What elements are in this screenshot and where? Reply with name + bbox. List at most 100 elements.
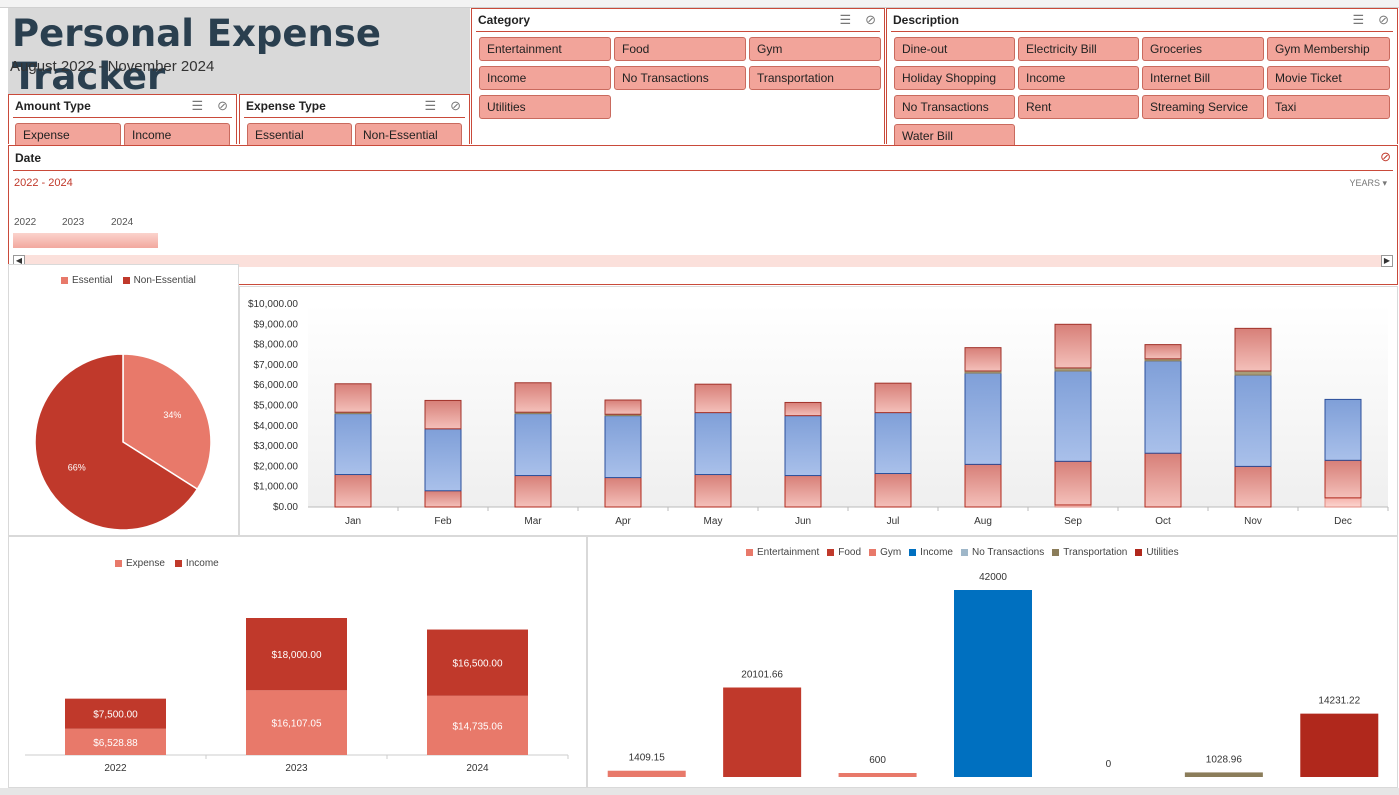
bar-segment	[1144, 344, 1182, 360]
slicer-item-essential[interactable]: Essential	[247, 123, 352, 147]
bar-segment	[964, 347, 1002, 372]
timeline-range: 2022 - 2024	[14, 177, 73, 189]
legend-swatch	[827, 549, 835, 556]
scroll-right-icon[interactable]: ▶	[1381, 255, 1393, 267]
legend-swatch	[960, 549, 968, 556]
slicer-item-food[interactable]: Food	[614, 37, 746, 61]
bar-segment	[514, 382, 552, 413]
slicer-category: Category ☰ ⊘ Entertainment Food Gym Inco…	[471, 8, 885, 144]
slicer-item-water-bill[interactable]: Water Bill	[894, 124, 1015, 148]
y-tick-label: $6,000.00	[254, 380, 299, 391]
slicer-item-transportation[interactable]: Transportation	[749, 66, 881, 90]
timeline-year-bar[interactable]	[61, 233, 111, 248]
bar-segment	[1054, 460, 1092, 506]
x-tick-label: 2023	[285, 763, 308, 774]
bar-data-label: $16,500.00	[452, 659, 502, 670]
slicer-item-holiday-shopping[interactable]: Holiday Shopping	[894, 66, 1015, 90]
bar-data-label: 1409.15	[629, 753, 666, 764]
legend-item: Transportation	[1052, 547, 1127, 558]
clear-filter-icon[interactable]: ⊘	[865, 12, 876, 27]
bar-segment	[514, 413, 552, 477]
clear-filter-icon[interactable]: ⊘	[450, 98, 461, 113]
slicer-item-no-transactions[interactable]: No Transactions	[894, 95, 1015, 119]
monthly-chart-panel: $0.00 $1,000.00 $2,000.00 $3,000.00 $4,000.0…	[239, 286, 1398, 536]
slicer-item-groceries[interactable]: Groceries	[1142, 37, 1264, 61]
slicer-item-expense[interactable]: Expense	[15, 123, 121, 147]
y-tick-label: $10,000.00	[248, 299, 298, 310]
multi-select-icon[interactable]: ☰	[1352, 12, 1365, 27]
slicer-item-dine-out[interactable]: Dine-out	[894, 37, 1015, 61]
bar-segment	[874, 473, 912, 508]
legend-swatch	[174, 560, 182, 567]
bar-segment	[784, 415, 822, 477]
slicer-item-utilities[interactable]: Utilities	[479, 95, 611, 119]
slicer-item-internet-bill[interactable]: Internet Bill	[1142, 66, 1264, 90]
clear-filter-icon[interactable]: ⊘	[1378, 12, 1389, 27]
slicer-divider	[891, 31, 1393, 32]
slicer-item-gym-membership[interactable]: Gym Membership	[1267, 37, 1390, 61]
bar-data-label: 42000	[979, 572, 1007, 583]
legend-label: Entertainment	[757, 547, 820, 558]
clear-filter-icon[interactable]: ⊘	[217, 98, 228, 113]
multi-select-icon[interactable]: ☰	[839, 12, 852, 27]
slicer-item-electricity-bill[interactable]: Electricity Bill	[1018, 37, 1139, 61]
monthly-stacked-bar-chart[interactable]: $0.00 $1,000.00 $2,000.00 $3,000.00 $4,000.0…	[240, 287, 1397, 535]
pie-data-label: 66%	[68, 462, 86, 472]
date-timeline: Date ⊘ 2022 - 2024 YEARS ▾ 2022 2023 202…	[8, 145, 1398, 285]
legend-item: Food	[827, 547, 861, 558]
slicer-item-income[interactable]: Income	[124, 123, 230, 147]
timeline-year-bar[interactable]	[13, 233, 62, 248]
legend-item: Income	[174, 558, 219, 569]
page-title: Personal Expense Tracker	[12, 12, 381, 98]
legend-item: Non-Essential	[122, 275, 196, 286]
legend-item: Utilities	[1135, 547, 1179, 558]
slicer-item-non-essential[interactable]: Non-Essential	[355, 123, 462, 147]
slicer-item-streaming-service[interactable]: Streaming Service	[1142, 95, 1264, 119]
slicer-item-movie-ticket[interactable]: Movie Ticket	[1267, 66, 1390, 90]
legend-label: Essential	[72, 275, 113, 286]
category-bar-chart[interactable]: 1409.15 20101.66 600 42000 0 1028.96 14231.22	[588, 537, 1397, 787]
pie-chart[interactable]: 34% 66%	[9, 295, 238, 535]
slicer-item-entertainment[interactable]: Entertainment	[479, 37, 611, 61]
bar-segment	[874, 382, 912, 414]
yearly-stacked-bar-chart[interactable]: $6,528.88 $7,500.00 2022 $16,107.05 $18,000.…	[9, 537, 586, 787]
timeline-scrollbar[interactable]: ◀ ▶	[13, 255, 1393, 267]
bar-segment	[604, 399, 642, 415]
x-tick-label: Jul	[887, 516, 900, 527]
bar-segment	[1234, 374, 1272, 467]
slicer-item-no-transactions[interactable]: No Transactions	[614, 66, 746, 90]
pie-data-label: 34%	[163, 410, 181, 420]
bar-segment	[604, 477, 642, 508]
legend-item: No Transactions	[960, 547, 1044, 558]
slicer-item-taxi[interactable]: Taxi	[1267, 95, 1390, 119]
slicer-item-rent[interactable]: Rent	[1018, 95, 1139, 119]
bar-segment	[1144, 452, 1182, 508]
bar-data-label: 14231.22	[1318, 696, 1360, 707]
legend-item: Gym	[869, 547, 901, 558]
bar-data-label: $18,000.00	[271, 650, 321, 661]
multi-select-icon[interactable]: ☰	[424, 98, 437, 113]
bar-segment	[65, 698, 166, 729]
clear-filter-icon[interactable]: ⊘	[1380, 149, 1391, 164]
legend-label: Expense	[126, 558, 165, 569]
legend-swatch	[909, 549, 917, 556]
bar-data-label: $16,107.05	[271, 719, 321, 730]
slicer-item-income[interactable]: Income	[1018, 66, 1139, 90]
slicer-expense-type: Expense Type ☰ ⊘ Essential Non-Essential	[239, 94, 470, 147]
timeline-year-bar[interactable]	[110, 233, 159, 248]
bar-segment	[694, 412, 732, 476]
bar-segment	[1144, 360, 1182, 454]
y-tick-label: $7,000.00	[254, 360, 299, 371]
sheet-bottom-strip	[0, 788, 1399, 795]
slicer-item-gym[interactable]: Gym	[749, 37, 881, 61]
slicer-item-income[interactable]: Income	[479, 66, 611, 90]
bar-segment	[427, 695, 528, 755]
slicer-divider	[244, 117, 465, 118]
legend-label: Income	[185, 558, 219, 569]
bar-segment	[514, 475, 552, 508]
pie-chart-panel: Essential Non-Essential 34% 66%	[8, 264, 239, 536]
timeline-level-dropdown[interactable]: YEARS ▾	[1349, 178, 1387, 189]
bar-data-label: $6,528.88	[93, 738, 138, 749]
multi-select-icon[interactable]: ☰	[191, 98, 204, 113]
category-chart-panel: Entertainment Food Gym Income No Transac…	[587, 536, 1398, 788]
